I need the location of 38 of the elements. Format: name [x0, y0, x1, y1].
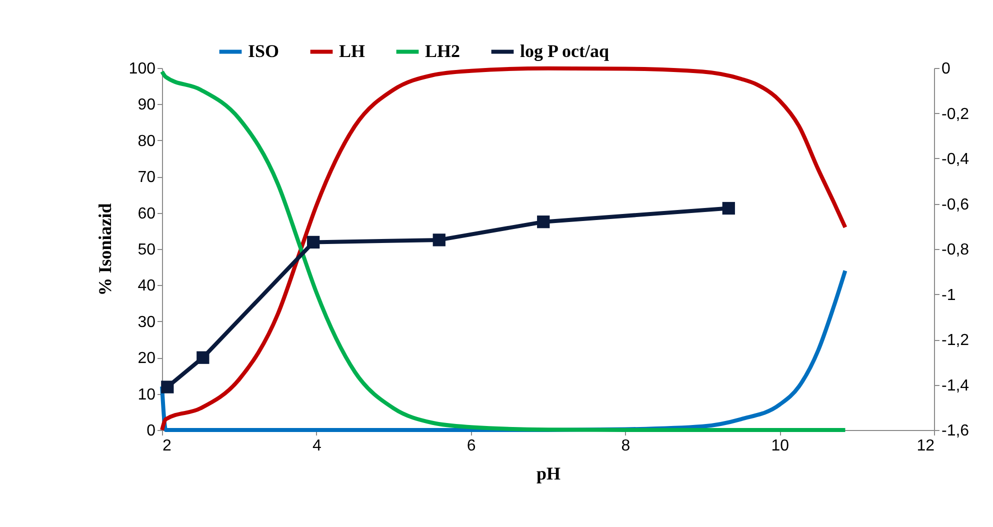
point	[306, 236, 320, 249]
y2-tick-label: -1,6	[942, 422, 970, 440]
legend-label: LH	[339, 40, 366, 61]
x-tick-label: 12	[916, 438, 935, 454]
y2-tick-label: -0,2	[942, 106, 970, 123]
y-tick-label: 80	[138, 132, 156, 150]
y2-tick-label: 0	[942, 60, 950, 78]
x-tick-label: 4	[312, 438, 322, 454]
y-tick-label: 30	[138, 314, 156, 331]
y-axis-title: % Isoniazid	[94, 203, 115, 296]
x-tick-label: 8	[621, 438, 630, 454]
x-tick-label: 2	[162, 438, 172, 454]
x-tick-label: 10	[771, 438, 790, 454]
y-tick-label: 10	[138, 386, 156, 404]
y-tick-label: 90	[138, 96, 156, 114]
x-tick-label: 6	[466, 438, 476, 454]
y-tick-label: 50	[138, 242, 156, 258]
point	[432, 234, 446, 246]
point	[537, 216, 550, 228]
y-tick-label: 60	[138, 205, 156, 222]
y2-tick-label: -0,8	[942, 242, 970, 258]
y2-tick-label: -1,2	[942, 332, 970, 349]
y2-tick-label: -1,4	[942, 377, 970, 394]
point	[196, 351, 210, 364]
y-tick-label: 40	[138, 278, 156, 295]
y-tick-label: 70	[138, 169, 156, 186]
legend-label: LH2	[425, 40, 460, 61]
x-axis-title: pH	[536, 464, 561, 484]
y2-tick-label: -1	[942, 286, 956, 304]
y-tick-label: 100	[128, 60, 156, 78]
legend-label: log P oct/aq	[520, 40, 609, 61]
y2-tick-label: -0,6	[942, 196, 970, 214]
y-tick-label: 0	[146, 422, 156, 440]
legend-label: ISO	[248, 40, 280, 61]
y2-tick-label: -0,4	[942, 151, 970, 168]
point	[722, 202, 735, 215]
y-tick-label: 20	[138, 350, 156, 368]
point	[161, 380, 174, 394]
